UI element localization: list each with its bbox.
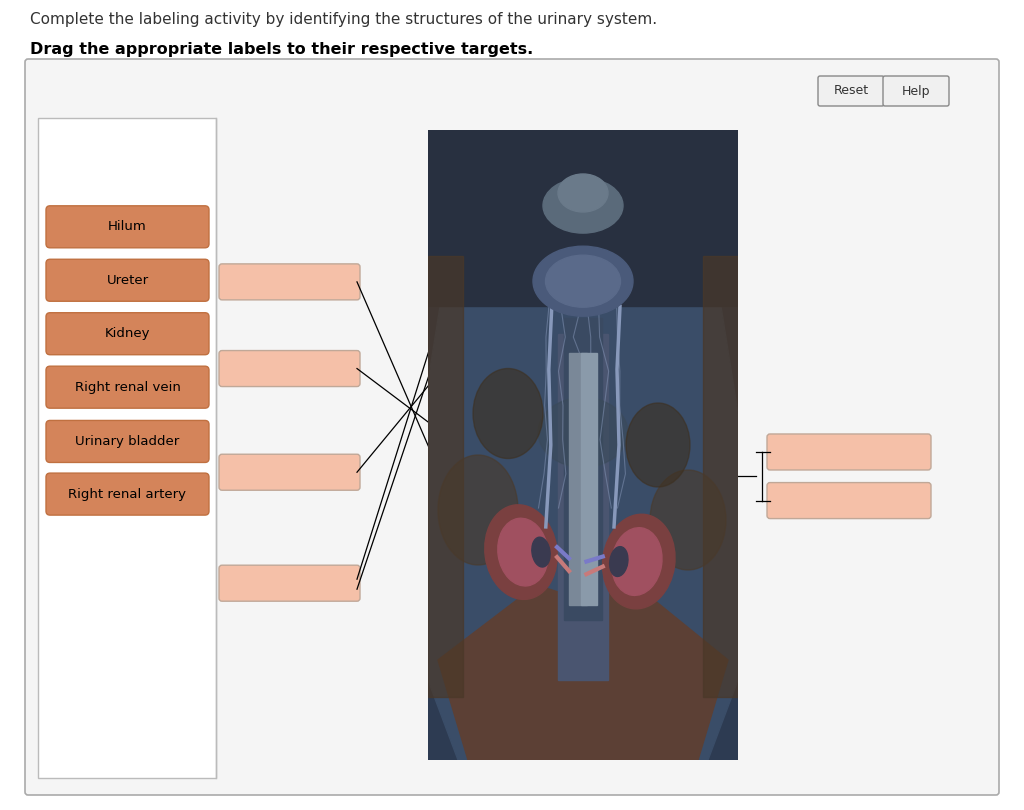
Text: Reset: Reset — [834, 84, 868, 97]
Polygon shape — [438, 580, 728, 760]
Bar — [703, 256, 738, 697]
FancyBboxPatch shape — [46, 313, 209, 355]
Ellipse shape — [498, 518, 548, 586]
FancyBboxPatch shape — [46, 366, 209, 408]
FancyBboxPatch shape — [818, 76, 884, 106]
Text: Complete the labeling activity by identifying the structures of the urinary syst: Complete the labeling activity by identi… — [30, 12, 657, 27]
Text: Right renal vein: Right renal vein — [75, 381, 180, 394]
Polygon shape — [428, 130, 738, 306]
Bar — [558, 334, 608, 680]
Ellipse shape — [484, 505, 557, 599]
FancyBboxPatch shape — [219, 454, 360, 490]
Ellipse shape — [558, 174, 608, 212]
Ellipse shape — [531, 537, 550, 567]
FancyBboxPatch shape — [767, 434, 931, 470]
Text: Hilum: Hilum — [109, 220, 146, 233]
Ellipse shape — [538, 398, 628, 467]
Text: Help: Help — [902, 84, 930, 97]
Ellipse shape — [546, 255, 621, 307]
FancyBboxPatch shape — [219, 351, 360, 386]
Ellipse shape — [473, 369, 543, 458]
Ellipse shape — [650, 470, 726, 570]
Text: Urinary bladder: Urinary bladder — [76, 435, 179, 448]
Text: Drag the appropriate labels to their respective targets.: Drag the appropriate labels to their res… — [30, 42, 534, 57]
Bar — [564, 318, 601, 620]
FancyBboxPatch shape — [219, 565, 360, 601]
FancyBboxPatch shape — [46, 420, 209, 463]
Text: Right renal artery: Right renal artery — [69, 488, 186, 501]
FancyBboxPatch shape — [767, 483, 931, 518]
Bar — [582, 353, 597, 605]
FancyBboxPatch shape — [38, 118, 216, 778]
Ellipse shape — [602, 514, 675, 609]
FancyBboxPatch shape — [46, 473, 209, 515]
Polygon shape — [428, 161, 738, 760]
Text: Kidney: Kidney — [104, 327, 151, 340]
Ellipse shape — [543, 178, 623, 233]
Bar — [569, 353, 587, 605]
Ellipse shape — [611, 527, 662, 595]
Ellipse shape — [534, 246, 633, 316]
FancyBboxPatch shape — [46, 206, 209, 248]
Ellipse shape — [609, 547, 628, 577]
Ellipse shape — [626, 403, 690, 487]
Bar — [428, 256, 463, 697]
FancyBboxPatch shape — [25, 59, 999, 795]
FancyBboxPatch shape — [219, 264, 360, 300]
Ellipse shape — [438, 455, 518, 565]
FancyBboxPatch shape — [883, 76, 949, 106]
Text: Ureter: Ureter — [106, 274, 148, 287]
FancyBboxPatch shape — [46, 259, 209, 301]
